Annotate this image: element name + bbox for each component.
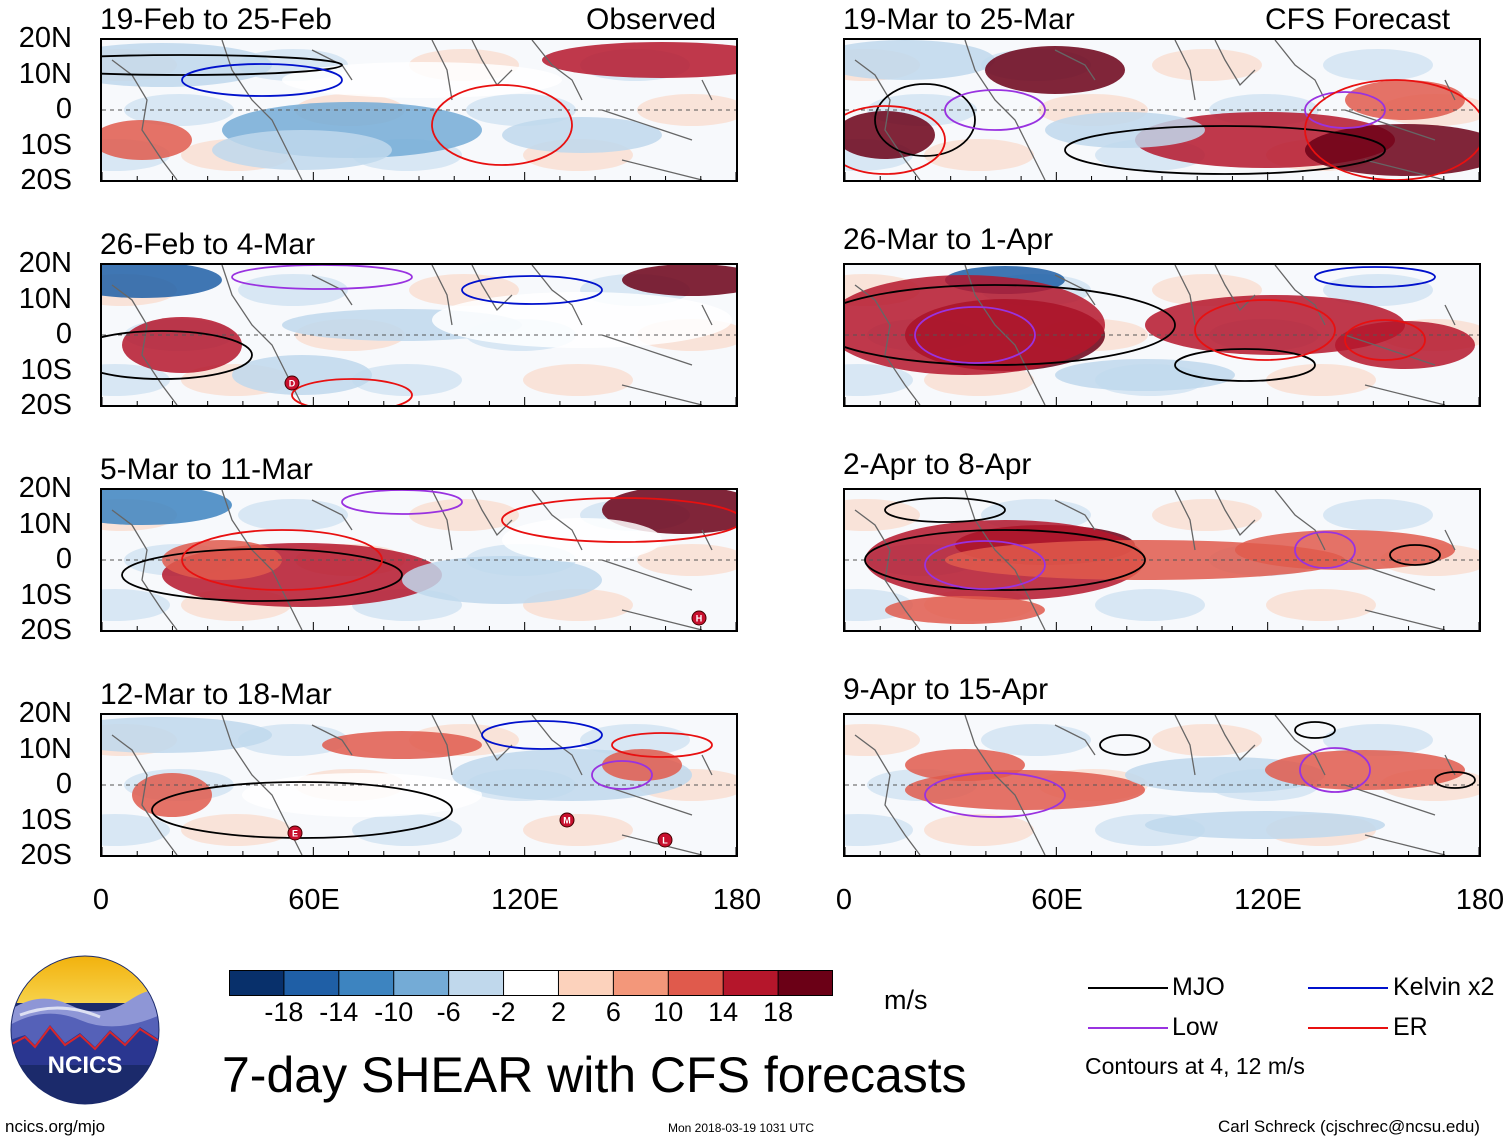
storm-marker-e: E [287,825,303,841]
lat-label-row3-3: 10S [20,578,72,611]
legend-kelvin-label: Kelvin x2 [1393,973,1495,1001]
svg-text:H: H [696,614,703,624]
storm-marker-h: H [691,610,707,626]
colorbar-tick-1: -14 [319,997,359,1027]
forecast-map-3 [843,488,1481,632]
lat-label-row3-1: 10N [18,507,72,540]
forecast-panel-title-2: 26-Mar to 1-Apr [843,223,1054,256]
lat-label-row1-4: 20S [20,164,72,196]
colorbar-tick-3: -6 [436,997,461,1027]
colorbar [229,970,833,996]
legend-mjo-label: MJO [1172,973,1225,1001]
colorbar-unit: m/s [884,985,928,1015]
lon-label-60e-right: 60E [1031,884,1083,916]
lat-label-row4-1: 10N [18,732,72,765]
lat-label-row1-3: 10S [20,128,72,161]
observed-label: Observed [586,3,717,36]
colorbar-swatch [283,970,340,996]
colorbar-swatch [229,970,285,996]
observed-map-1 [100,38,738,182]
colorbar-swatch [558,970,614,996]
forecast-panel-title-4: 9-Apr to 15-Apr [843,673,1049,706]
ncics-logo[interactable]: NCICS [10,955,160,1105]
lat-label-row4-3: 10S [20,803,72,836]
lat-label-row2-0: 20N [18,247,72,279]
forecast-panel-title-1: 19-Mar to 25-Mar [843,3,1075,36]
lon-label-120e-left: 120E [491,884,559,916]
lat-label-row3-2: 0 [55,543,72,575]
lat-label-row2-4: 20S [20,389,72,421]
svg-text:E: E [292,829,298,839]
logo-text: NCICS [48,1052,123,1079]
observed-panel-title-1: 19-Feb to 25-Feb [100,3,332,36]
legend-low-line [1088,1027,1168,1029]
observed-panel-title-4: 12-Mar to 18-Mar [100,678,332,711]
colorbar-tick-9: 18 [763,997,794,1027]
colorbar-swatch [448,970,505,996]
lat-label-row4-0: 20N [18,697,72,729]
lat-label-row4-4: 20S [20,839,72,871]
svg-text:L: L [662,836,668,846]
lon-label-120e-right: 120E [1234,884,1302,916]
lon-label-60e-left: 60E [288,884,340,916]
lat-label-row4-2: 0 [55,768,72,800]
observed-panel-title-3: 5-Mar to 11-Mar [100,453,313,486]
colorbar-swatch [613,970,669,996]
legend-er-label: ER [1393,1013,1428,1041]
colorbar-tick-8: 14 [708,997,739,1027]
lat-label-row2-2: 0 [55,318,72,350]
forecast-label: CFS Forecast [1265,3,1451,36]
colorbar-swatch [778,970,833,996]
footer-timestamp: Mon 2018-03-19 1031 UTC [668,1121,815,1135]
colorbar-tick-0: -18 [264,997,304,1027]
colorbar-swatch [668,970,724,996]
lat-label-row2-1: 10N [18,282,72,315]
lat-label-row2-3: 10S [20,353,72,386]
lat-label-row3-0: 20N [18,472,72,504]
lat-label-row1-0: 20N [18,22,72,54]
legend-kelvin-line [1308,987,1388,989]
legend-er-line [1308,1027,1388,1029]
colorbar-tick-7: 10 [653,997,684,1027]
colorbar-tick-5: 2 [550,997,566,1027]
svg-text:D: D [289,379,296,389]
forecast-panel-title-3: 2-Apr to 8-Apr [843,448,1032,481]
colorbar-tick-2: -10 [374,997,414,1027]
contours-note: Contours at 4, 12 m/s [1085,1053,1305,1079]
observed-map-4: E M L [100,713,738,857]
lat-label-row1-1: 10N [18,57,72,90]
colorbar-tick-4: -2 [491,997,516,1027]
lon-label-0-left: 0 [92,884,110,916]
forecast-map-4 [843,713,1481,857]
colorbar-tick-6: 6 [605,997,621,1027]
forecast-map-2 [843,263,1481,407]
legend-mjo-line [1088,987,1168,989]
storm-marker-d: D [284,375,300,391]
lon-label-180-right: 180 [1455,884,1505,916]
colorbar-swatch [503,970,559,996]
legend-low-label: Low [1172,1013,1218,1041]
observed-map-3: H [100,488,738,632]
svg-text:M: M [563,816,571,826]
observed-map-2: D [100,263,738,407]
lon-label-180-left: 180 [712,884,762,916]
forecast-map-1 [843,38,1481,182]
storm-marker-l: L [657,832,673,848]
colorbar-swatch [338,970,395,996]
lat-label-row3-4: 20S [20,614,72,646]
footer-url[interactable]: ncics.org/mjo [5,1117,106,1136]
observed-panel-title-2: 26-Feb to 4-Mar [100,228,316,261]
lon-label-0-right: 0 [835,884,853,916]
lat-label-row1-2: 0 [55,93,72,125]
colorbar-swatch [723,970,779,996]
colorbar-swatch [393,970,450,996]
footer-credit: Carl Schreck (cjschrec@ncsu.edu) [1218,1117,1480,1136]
main-title: 7-day SHEAR with CFS forecasts [222,1047,967,1103]
storm-marker-m: M [559,812,575,828]
